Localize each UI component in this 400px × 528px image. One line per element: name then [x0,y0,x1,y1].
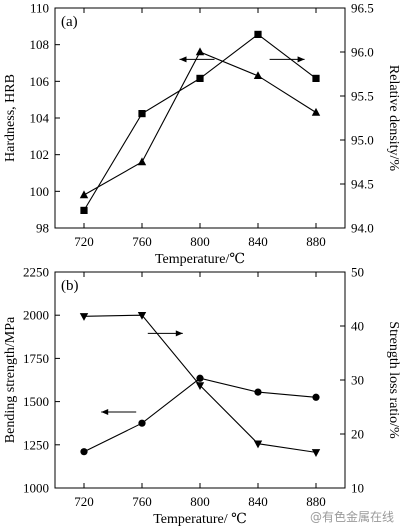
y2-tick-label: 30 [351,373,364,388]
series-1-point [253,71,263,80]
plot-frame [54,7,346,229]
series-2-point [79,313,89,321]
y-axis-label: Hardness, HRB [3,74,18,162]
x-tick-label: 760 [132,234,152,249]
y2-tick-label: 20 [351,427,364,442]
series-2-point [80,206,88,214]
axis-arrow-left-head [179,56,187,63]
series-1-point [79,190,89,199]
y-tick-label: 110 [30,1,49,16]
x-tick-label: 840 [248,494,268,509]
y2-axis-label: Relative density/% [386,65,400,171]
series-2-point [253,440,263,449]
panel-label: (b) [61,278,79,294]
y-tick-label: 98 [36,221,49,236]
y-tick-label: 2000 [23,308,49,323]
series-1-point [254,388,262,396]
series-1-line [83,51,317,196]
x-axis-label: Temperature/ ℃ [153,512,247,527]
y2-axis-label: Strength loss ratio/% [386,321,400,439]
axis-arrow-right [147,330,183,337]
series-2-point [254,30,262,38]
axis-arrow-left [179,56,215,63]
watermark: @有色金属在线 [310,509,394,524]
x-tick-label: 800 [190,234,210,249]
series-1-point [138,419,146,427]
y-tick-label: 1500 [23,394,49,409]
series-2-point [137,312,147,320]
y-tick-label: 1250 [23,437,49,452]
y-tick-label: 108 [30,37,50,52]
x-axis-label: Temperature/℃ [155,252,245,267]
x-tick-label: 760 [132,494,152,509]
y2-tick-label: 94.5 [351,177,374,192]
series-1-point [137,157,147,166]
y-tick-label: 1750 [23,351,49,366]
y-tick-label: 100 [30,184,50,199]
y-tick-label: 104 [30,111,50,126]
x-tick-label: 720 [74,234,94,249]
series-1-point [196,374,204,382]
y2-tick-label: 10 [351,481,364,496]
series-1-point [311,107,321,116]
chart-panel-b: 720 760 800 840 880 Temperature/ ℃ 1000 1250 150… [3,265,400,528]
y2-tick-label: 50 [351,265,364,280]
series-1-point [312,393,320,401]
series-2-line [83,33,317,211]
y-tick-label: 102 [30,147,50,162]
series-2-point [196,74,204,82]
y2-tick-label: 95.5 [351,89,374,104]
x-tick-label: 800 [190,494,210,509]
series-2-point [138,110,146,118]
axis-arrow-left [101,408,137,415]
y2-tick-label: 94.0 [351,221,374,236]
series-2-point [312,74,320,82]
y2-tick-label: 96.5 [351,1,374,16]
y-axis-label: Bending strength/MPa [3,316,18,443]
y-tick-label: 2250 [23,265,49,280]
x-tick-label: 720 [74,494,94,509]
x-tick-label: 840 [248,234,268,249]
series-2-point [195,382,205,390]
y2-tick-label: 95.0 [351,133,374,148]
axis-arrow-right-head [175,330,183,337]
series-1-point [80,448,88,456]
y2-tick-label: 40 [351,319,364,334]
chart-panel-a: 720 760 800 840 880 Temperature/℃ 98 100 102 104 1… [3,1,400,268]
y-tick-label: 106 [30,74,50,89]
y2-tick-label: 96.0 [351,45,374,60]
axis-arrow-left-head [101,408,109,415]
axis-arrow-right-head [297,56,305,63]
y-tick-label: 1000 [23,481,49,496]
x-tick-label: 880 [306,234,326,249]
axis-arrow-right [269,56,305,63]
series-2-point [311,449,321,457]
panel-label: (a) [61,14,78,30]
series-1-point [195,47,205,56]
x-tick-label: 880 [306,494,326,509]
